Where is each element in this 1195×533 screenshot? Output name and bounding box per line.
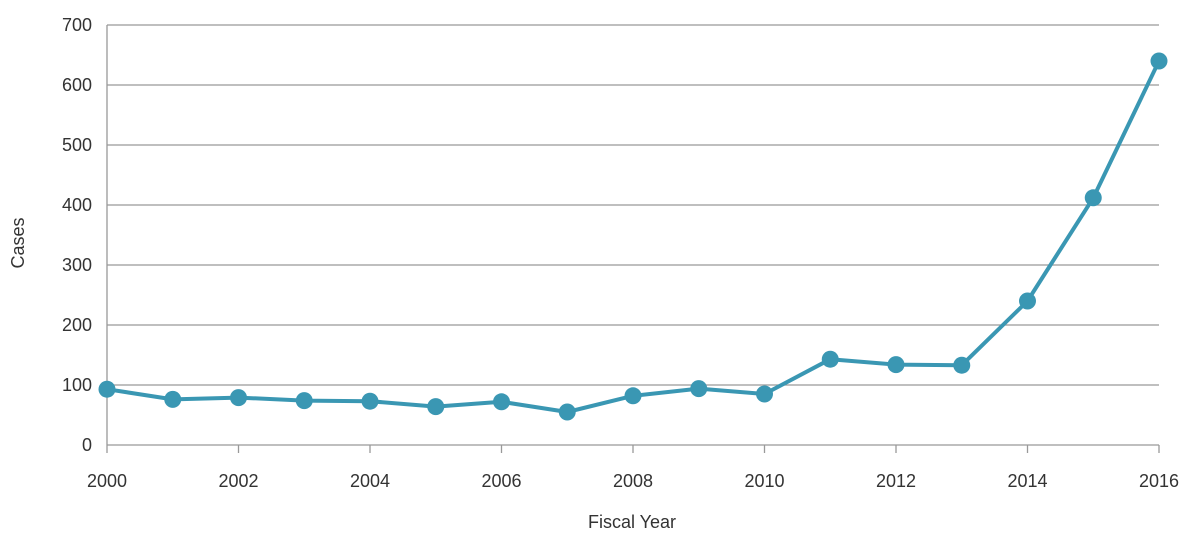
x-tick-label: 2006 xyxy=(481,471,521,491)
data-point-2008 xyxy=(624,387,642,405)
gridlines xyxy=(106,24,1159,446)
x-axis-ticks: 2000 2002 2004 2006 2008 2010 2012 2014 2016 xyxy=(87,445,1179,491)
data-point-2002 xyxy=(230,389,247,407)
data-point-2005 xyxy=(427,398,445,416)
y-tick-label: 700 xyxy=(62,15,92,35)
y-tick-label: 300 xyxy=(62,255,92,275)
x-tick-label: 2014 xyxy=(1007,471,1047,491)
series-line xyxy=(105,59,1161,414)
y-tick-label: 600 xyxy=(62,75,92,95)
x-tick-label: 2002 xyxy=(218,471,258,491)
y-tick-label: 400 xyxy=(62,195,92,215)
data-point-2012 xyxy=(887,356,905,374)
data-point-2007 xyxy=(558,403,576,421)
x-tick-label: 2008 xyxy=(613,471,653,491)
series-group xyxy=(98,52,1168,421)
x-tick-label: 2000 xyxy=(87,471,127,491)
data-point-2000 xyxy=(98,380,116,398)
y-tick-label: 200 xyxy=(62,315,92,335)
data-point-2013 xyxy=(953,356,971,374)
data-point-2006 xyxy=(493,393,510,411)
data-point-2015 xyxy=(1084,189,1102,207)
y-axis-ticks: 0 100 200 300 400 500 600 700 xyxy=(62,15,92,455)
data-point-2011 xyxy=(821,350,839,368)
x-tick-label: 2010 xyxy=(744,471,784,491)
x-tick-label: 2004 xyxy=(350,471,390,491)
data-point-2004 xyxy=(361,392,379,410)
data-point-2009 xyxy=(690,380,708,398)
x-axis-title: Fiscal Year xyxy=(588,512,676,532)
x-tick-label: 2016 xyxy=(1139,471,1179,491)
data-point-2003 xyxy=(295,392,313,410)
x-tick-label: 2012 xyxy=(876,471,916,491)
data-point-2001 xyxy=(164,390,182,408)
y-tick-label: 100 xyxy=(62,375,92,395)
y-tick-label: 0 xyxy=(82,435,92,455)
y-tick-label: 500 xyxy=(62,135,92,155)
data-point-2010 xyxy=(756,385,773,403)
data-point-2016 xyxy=(1150,52,1168,70)
y-axis-title: Cases xyxy=(8,217,28,268)
data-point-2014 xyxy=(1019,292,1036,310)
